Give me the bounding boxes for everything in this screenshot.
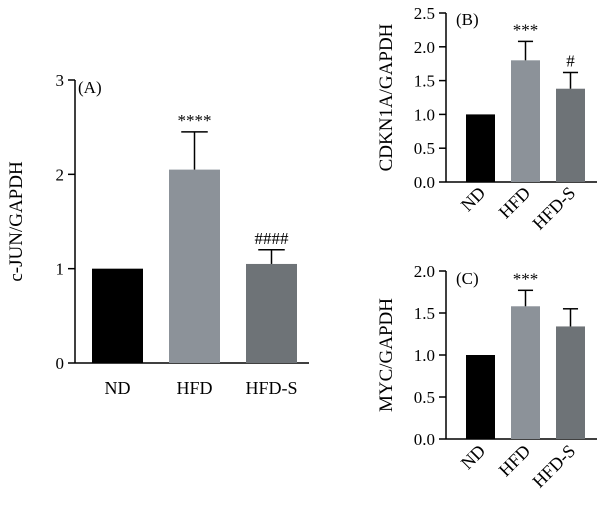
- category-label: HFD-S: [245, 378, 297, 398]
- bar-nd: [92, 268, 143, 363]
- bar-hfd: [169, 169, 220, 363]
- panel-label: (B): [456, 10, 479, 29]
- y-tick-label: 1.5: [414, 72, 435, 91]
- y-tick-label: 0.5: [414, 388, 435, 407]
- y-tick-label: 3: [56, 71, 65, 90]
- y-tick-label: 0.0: [414, 430, 435, 449]
- chart-a: 0 1 2 3 c-JUN/GAPDH (A) ND **** HFD #### HFD-S: [6, 71, 309, 398]
- significance-label: ***: [513, 269, 539, 288]
- category-label: HFD: [495, 441, 535, 481]
- category-label: HFD: [495, 183, 535, 223]
- significance-label: ####: [255, 229, 290, 248]
- y-axis-title: CDKN1A/GAPDH: [376, 23, 397, 171]
- y-tick-label: 1.0: [414, 346, 435, 365]
- y-tick-label: 1.0: [414, 105, 435, 124]
- category-label: ND: [457, 441, 490, 474]
- bar-hfd-s: [246, 263, 297, 363]
- y-tick-label: 2.0: [414, 38, 435, 57]
- y-tick-label: 0.5: [414, 139, 435, 158]
- significance-label: #: [566, 51, 575, 70]
- bar-hfd-s: [556, 88, 585, 182]
- y-axis-title: MYC/GAPDH: [376, 298, 397, 412]
- y-tick-label: 2: [56, 165, 65, 184]
- y-tick-label: 1: [56, 260, 65, 279]
- y-tick-label: 0: [56, 354, 65, 373]
- category-label: HFD: [176, 378, 212, 398]
- category-label: ND: [457, 183, 490, 216]
- category-label: HFD-S: [528, 441, 579, 492]
- bar-hfd-s: [556, 326, 585, 439]
- y-tick-label: 2.5: [414, 4, 435, 23]
- bar-nd: [466, 355, 495, 439]
- significance-label: ***: [513, 20, 539, 39]
- panel-label: (A): [78, 78, 102, 97]
- y-tick-label: 0.0: [414, 173, 435, 192]
- category-label: ND: [105, 378, 131, 398]
- panel-label: (C): [456, 269, 479, 288]
- chart-b: 0.0 0.5 1.0 1.5 2.0 2.5 CDKN1A/GAPDH (B) ND *** HF…: [376, 4, 597, 234]
- y-tick-label: 1.5: [414, 304, 435, 323]
- bar-hfd: [511, 306, 540, 439]
- y-tick-label: 2.0: [414, 262, 435, 281]
- bar-hfd: [511, 60, 540, 182]
- category-label: HFD-S: [528, 183, 579, 234]
- significance-label: ****: [178, 111, 212, 130]
- bar-nd: [466, 114, 495, 182]
- y-axis-title: c-JUN/GAPDH: [6, 161, 27, 282]
